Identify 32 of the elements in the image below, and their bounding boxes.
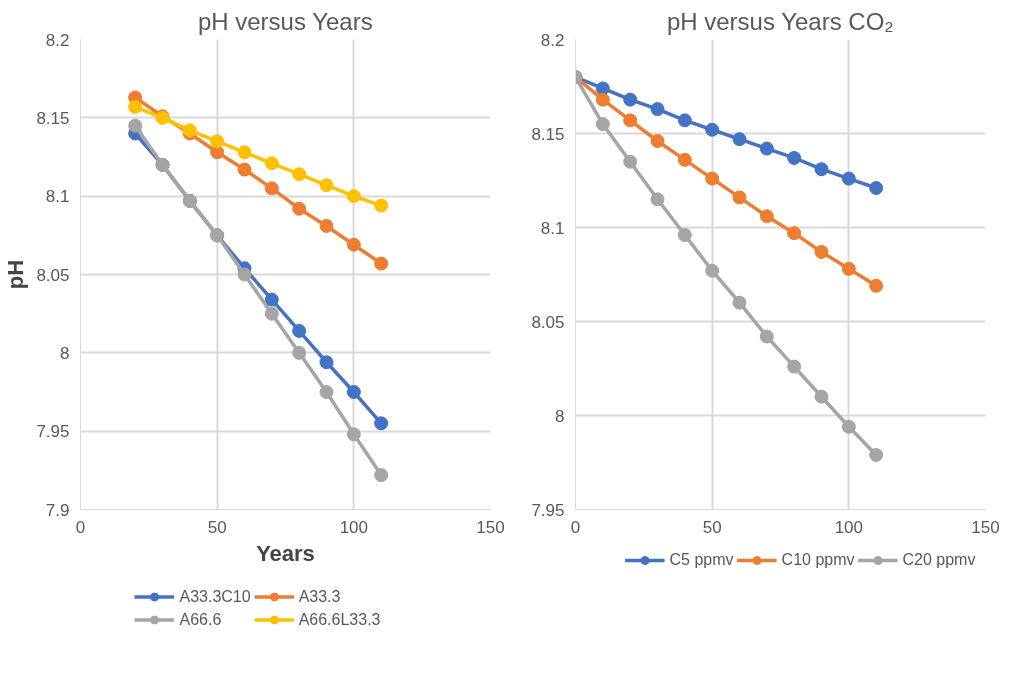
y-tick-label: 8.05	[531, 312, 565, 332]
y-tick-label: 8	[60, 343, 70, 363]
legend-label: A66.6L33.3	[298, 610, 381, 629]
y-tick-label: 8	[555, 406, 565, 426]
legend-label: C20 ppmv	[902, 551, 976, 569]
chart-title: pH versus Years CO₂	[666, 7, 894, 35]
legend-label: A33.3	[298, 587, 341, 606]
y-tick-label: 7.95	[36, 422, 70, 442]
y-tick-label: 7.95	[531, 500, 565, 520]
y-tick-label: 8.15	[36, 108, 70, 128]
y-tick-label: 8.2	[540, 30, 565, 50]
y-tick-label: 8.1	[540, 218, 565, 238]
x-tick-label: 100	[339, 517, 369, 537]
legend-label: C5 ppmv	[669, 551, 734, 569]
x-tick-label: 50	[702, 517, 722, 537]
x-tick-label: 50	[207, 517, 227, 537]
y-tick-label: 8.1	[45, 187, 70, 207]
chart-title: pH versus Years	[197, 7, 373, 35]
legend-label: C10 ppmv	[781, 551, 855, 569]
x-tick-label: 0	[570, 517, 581, 537]
y-tick-label: 7.9	[45, 500, 70, 520]
x-tick-label: 150	[971, 517, 1000, 537]
y-tick-label: 8.05	[36, 265, 70, 285]
x-tick-label: 150	[476, 517, 505, 537]
legend-label: A33.3C10	[179, 587, 251, 606]
x-axis-title: Years	[256, 540, 315, 566]
legend-label: A66.6	[179, 610, 222, 629]
x-tick-label: 100	[834, 517, 864, 537]
x-tick-label: 0	[75, 517, 86, 537]
y-axis-title: pH	[3, 259, 29, 290]
y-tick-label: 8.15	[531, 124, 565, 144]
y-tick-label: 8.2	[45, 30, 70, 50]
